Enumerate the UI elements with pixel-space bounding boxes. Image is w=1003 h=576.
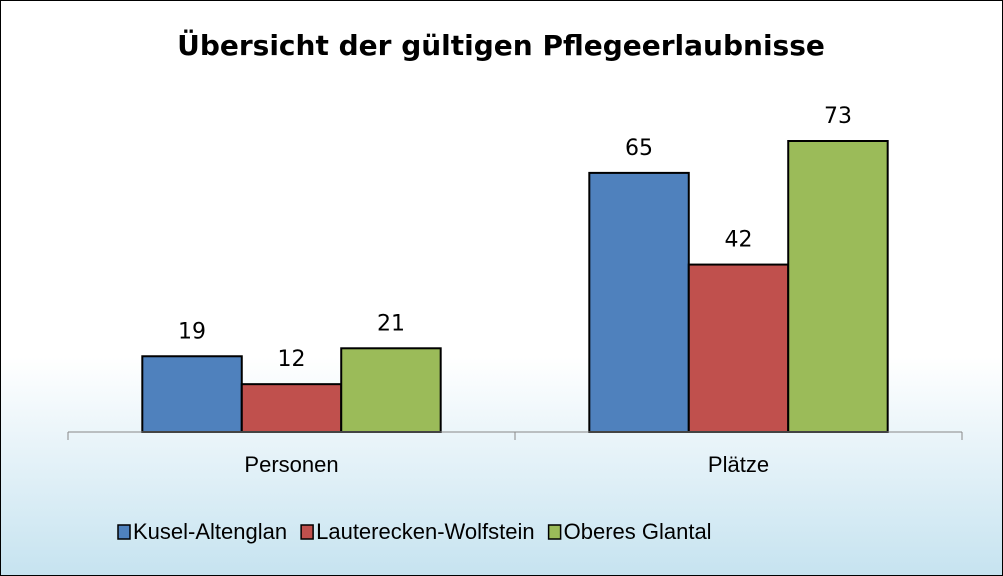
x-tick-label: Plätze [708, 452, 769, 477]
data-label: 42 [725, 228, 753, 253]
data-label: 73 [824, 104, 852, 129]
bar [588, 171, 690, 433]
data-label: 21 [377, 311, 405, 336]
bar [141, 355, 243, 434]
legend-swatch [117, 524, 131, 540]
bar [240, 383, 343, 434]
bar [340, 347, 442, 433]
legend-swatch [300, 524, 314, 540]
data-label: 65 [625, 136, 653, 161]
chart-title: Übersicht der gültigen Pflegeerlaubnisse [177, 28, 825, 62]
legend-label: Oberes Glantal [564, 519, 712, 544]
bar [787, 140, 889, 433]
legend-swatch [547, 524, 562, 540]
legend-label: Lauterecken-Wolfstein [316, 519, 535, 544]
legend-label: Kusel-Altenglan [133, 519, 287, 544]
x-tick-label: Personen [244, 452, 338, 477]
data-label: 12 [278, 347, 306, 372]
bar [687, 263, 790, 433]
data-label: 19 [178, 319, 206, 344]
